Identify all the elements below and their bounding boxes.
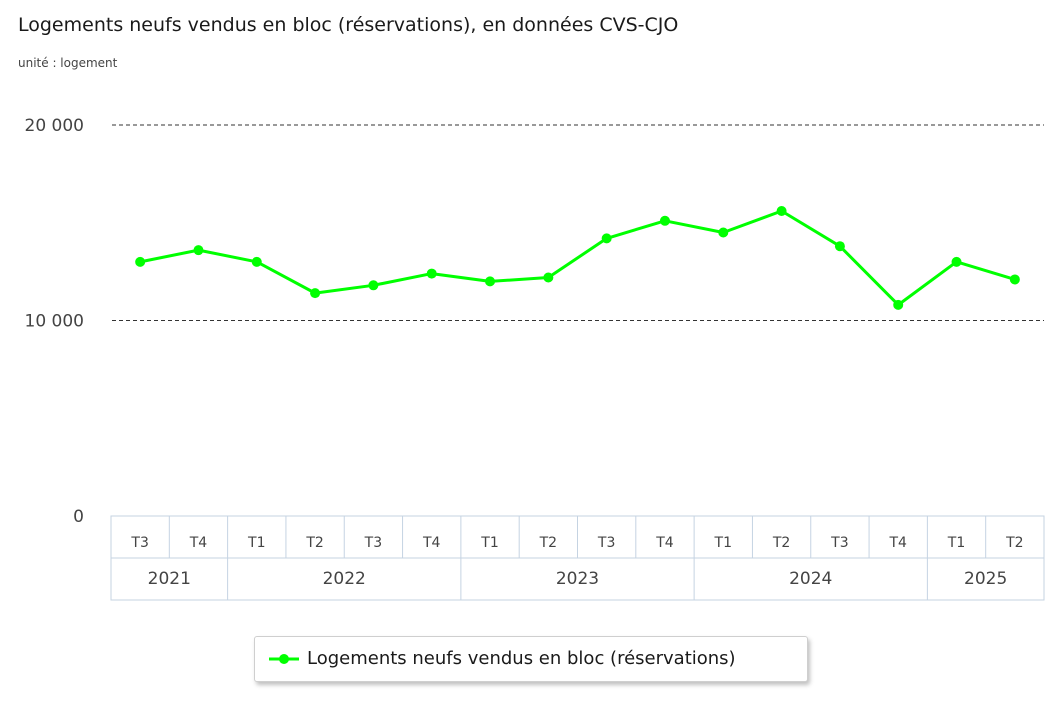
x-year-label: 2023	[556, 569, 599, 589]
series-line	[139, 209, 1016, 307]
x-tick-label: T3	[830, 535, 848, 551]
data-point	[193, 245, 204, 256]
data-point	[426, 268, 437, 279]
x-tick-label: T1	[714, 535, 732, 551]
legend-series-label: Logements neufs vendus en bloc (réservat…	[307, 648, 736, 669]
legend-series-marker-icon	[269, 654, 299, 664]
x-tick-label: T2	[772, 535, 790, 551]
data-point	[776, 206, 787, 217]
y-tick-label: 20 000	[25, 116, 84, 136]
y-tick-label: 0	[73, 507, 84, 527]
data-point	[135, 256, 146, 267]
x-tick-label: T4	[189, 535, 208, 551]
x-tick-label: T1	[480, 535, 498, 551]
x-tick-label: T3	[364, 535, 382, 551]
data-point	[659, 215, 670, 226]
x-tick-label: T3	[130, 535, 148, 551]
data-point	[543, 272, 554, 283]
x-tick-label: T2	[1005, 535, 1023, 551]
x-tick-label: T4	[655, 535, 674, 551]
data-point	[310, 288, 321, 299]
data-point	[718, 227, 729, 238]
x-tick-label: T2	[539, 535, 557, 551]
x-tick-label: T4	[888, 535, 907, 551]
x-year-label: 2025	[964, 569, 1007, 589]
x-tick-label: T1	[947, 535, 965, 551]
chart-title: Logements neufs vendus en bloc (réservat…	[18, 14, 679, 36]
x-tick-label: T3	[597, 535, 615, 551]
y-tick-label: 10 000	[25, 312, 84, 332]
data-point	[251, 256, 262, 267]
x-tick-label: T4	[422, 535, 441, 551]
data-point	[893, 299, 904, 310]
data-point	[1009, 274, 1020, 285]
data-point	[951, 256, 962, 267]
x-tick-label: T1	[247, 535, 265, 551]
data-point	[601, 233, 612, 244]
x-year-label: 2021	[148, 569, 191, 589]
data-point	[834, 241, 845, 252]
x-year-label: 2022	[323, 569, 366, 589]
data-point	[485, 276, 496, 287]
x-tick-label: T2	[305, 535, 323, 551]
legend[interactable]: Logements neufs vendus en bloc (réservat…	[254, 636, 808, 682]
chart-unit-subtitle: unité : logement	[18, 56, 118, 70]
x-year-label: 2024	[789, 569, 832, 589]
data-point	[368, 280, 379, 291]
